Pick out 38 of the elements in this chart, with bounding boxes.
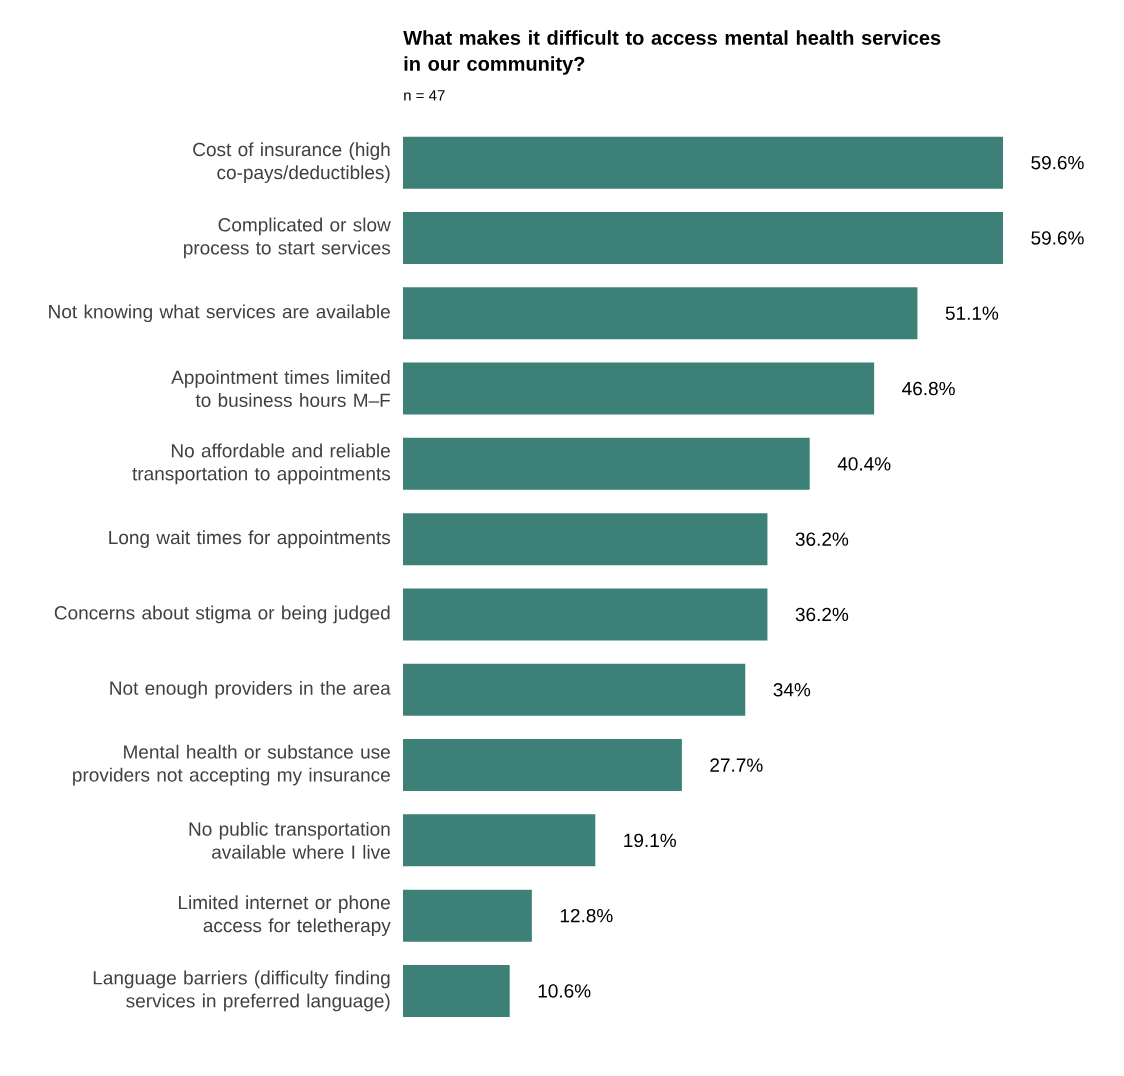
bar (403, 814, 596, 867)
y-tick-label: Not knowing what services are available (49, 304, 390, 323)
data-label: 59.6% (1031, 231, 1084, 245)
data-label: 36.2% (795, 532, 849, 546)
chart-subtitle: n = 47 (404, 90, 445, 101)
bar (403, 136, 1004, 189)
chart-title: What makes it difficult to access mental health services in our community? (403, 30, 941, 75)
bar (403, 437, 810, 490)
bar (403, 287, 918, 340)
data-label: 34% (773, 683, 811, 697)
data-label: 19.1% (624, 833, 677, 848)
y-tick-label: Mental health or substance use providers not accepting my insurance (73, 744, 390, 786)
y-tick-label: Limited internet or phone access for teletherapy (179, 895, 391, 937)
y-tick-label: Cost of insurance (high co-pays/deductibles) (193, 142, 390, 183)
y-tick-label: Appointment times limited to business hours M–F (171, 370, 390, 408)
bar (403, 362, 875, 415)
y-tick-label: Complicated or slow process to start services (184, 217, 391, 259)
bar (403, 663, 746, 716)
bar (403, 588, 768, 641)
data-label: 27.7% (710, 758, 763, 772)
y-tick-label: Long wait times for appointments (109, 530, 391, 548)
data-label: 46.8% (902, 381, 955, 396)
data-label: 10.6% (538, 984, 591, 998)
y-tick-label: Not enough providers in the area (110, 680, 391, 699)
data-label: 59.6% (1031, 155, 1084, 170)
y-tick-label: No public transportation available where I live (189, 821, 390, 859)
bar (403, 889, 532, 942)
data-label: 51.1% (945, 306, 999, 320)
bar (403, 964, 510, 1017)
y-tick-label: Concerns about stigma or being judged (54, 605, 390, 624)
data-label: 36.2% (795, 607, 849, 622)
bar (403, 211, 1004, 264)
y-tick-label: No affordable and reliable transportation to appointments (132, 443, 391, 485)
bar (403, 513, 768, 566)
bar (403, 739, 682, 792)
y-tick-label: Language barriers (difficulty finding services in preferred language) (93, 970, 390, 1012)
data-label: 12.8% (560, 908, 613, 923)
data-label: 40.4% (837, 457, 891, 471)
